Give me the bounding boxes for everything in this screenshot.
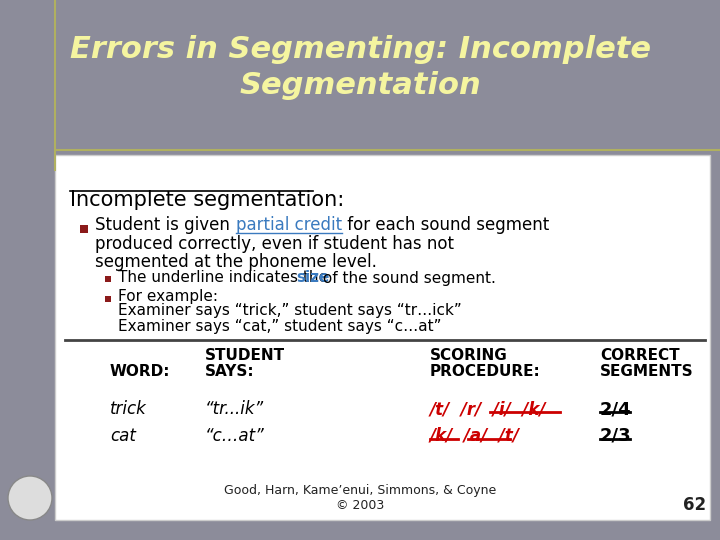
Text: trick: trick [110,400,147,418]
Text: Good, Harn, Kame’enui, Simmons, & Coyne
© 2003: Good, Harn, Kame’enui, Simmons, & Coyne … [224,484,496,512]
Text: Student is given: Student is given [95,216,235,234]
Bar [105,276,111,282]
Bar [105,296,111,302]
Text: Examiner says “trick,” student says “tr…ick”: Examiner says “trick,” student says “tr…… [118,303,462,319]
Text: The underline indicates the: The underline indicates the [118,271,333,286]
Text: of the sound segment.: of the sound segment. [318,271,496,286]
Text: WORD:: WORD: [110,364,171,379]
Text: partial credit: partial credit [236,216,342,234]
Text: produced correctly, even if student has not: produced correctly, even if student has … [95,235,454,253]
Text: cat: cat [110,427,136,445]
Bar [80,225,88,233]
Text: Segmentation: Segmentation [239,71,481,99]
Text: SEGMENTS: SEGMENTS [600,364,693,379]
Text: /k/  /a/  /t/: /k/ /a/ /t/ [430,427,520,445]
Text: Incomplete segmentation:: Incomplete segmentation: [70,190,344,210]
Text: 2/4: 2/4 [600,400,631,418]
Text: PROCEDURE:: PROCEDURE: [430,364,541,379]
Text: For example:: For example: [118,288,218,303]
Text: SCORING: SCORING [430,348,508,363]
Text: size: size [296,271,329,286]
Text: STUDENT: STUDENT [205,348,285,363]
Text: 2/3: 2/3 [600,427,631,445]
Text: segmented at the phoneme level.: segmented at the phoneme level. [95,253,377,271]
Text: 62: 62 [683,496,706,514]
FancyBboxPatch shape [55,155,710,520]
FancyBboxPatch shape [0,0,720,170]
Text: Errors in Segmenting: Incomplete: Errors in Segmenting: Incomplete [70,36,650,64]
Text: for each sound segment: for each sound segment [342,216,549,234]
Text: CORRECT: CORRECT [600,348,680,363]
Text: /t/  /r/  /i/  /k/: /t/ /r/ /i/ /k/ [430,400,546,418]
Text: SAYS:: SAYS: [205,364,255,379]
Text: Examiner says “cat,” student says “c…at”: Examiner says “cat,” student says “c…at” [118,319,441,334]
Text: “tr...ik”: “tr...ik” [205,400,264,418]
Text: “c…at”: “c…at” [205,427,265,445]
Circle shape [8,476,52,520]
